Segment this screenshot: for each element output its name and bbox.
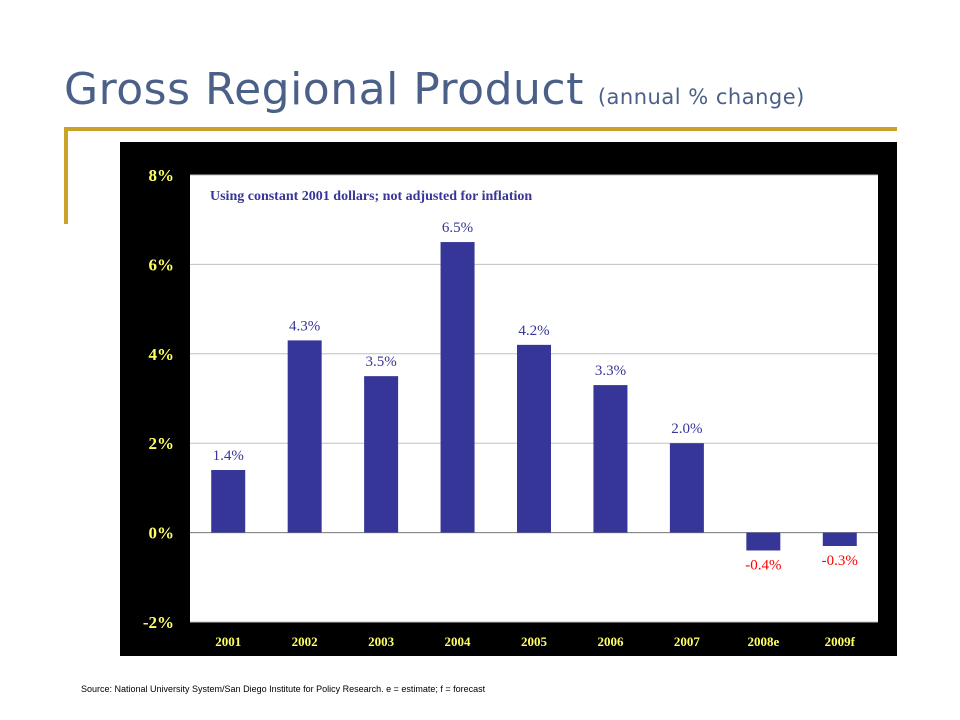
data-label: 4.2% bbox=[518, 323, 549, 339]
x-tick-label: 2004 bbox=[445, 634, 472, 649]
data-label: 4.3% bbox=[289, 318, 320, 334]
bar bbox=[822, 532, 857, 547]
y-tick-label: 0% bbox=[149, 524, 175, 543]
x-tick-label: 2008e bbox=[747, 634, 779, 649]
source-note: Source: National University System/San D… bbox=[81, 684, 486, 694]
slide-title: Gross Regional Product (annual % change) bbox=[64, 64, 805, 115]
data-label: 3.3% bbox=[595, 363, 626, 379]
title-rule-vertical bbox=[64, 127, 68, 224]
y-tick-label: 6% bbox=[149, 255, 175, 274]
data-label: -0.4% bbox=[745, 557, 781, 573]
x-tick-label: 2009f bbox=[825, 634, 856, 649]
title-main: Gross Regional Product bbox=[64, 64, 584, 115]
data-label: 3.5% bbox=[365, 354, 396, 370]
bar-chart: 8% 6% 4% 2% 0% -2% Using constant 2001 dollars… bbox=[143, 166, 878, 649]
y-tick-label: 8% bbox=[149, 166, 175, 185]
x-tick-label: 2002 bbox=[292, 634, 318, 649]
bar bbox=[593, 385, 628, 533]
bar bbox=[746, 532, 781, 551]
chart-panel: 8% 6% 4% 2% 0% -2% Using constant 2001 dollars… bbox=[120, 142, 897, 656]
x-tick-label: 2001 bbox=[215, 634, 241, 649]
bar bbox=[364, 376, 399, 533]
title-subtitle: (annual % change) bbox=[597, 85, 805, 109]
title-rule-horizontal bbox=[64, 127, 897, 131]
x-tick-label: 2006 bbox=[597, 634, 624, 649]
data-label: 2.0% bbox=[671, 421, 702, 437]
bar bbox=[287, 340, 322, 533]
x-tick-label: 2007 bbox=[674, 634, 701, 649]
data-label: -0.3% bbox=[822, 553, 858, 569]
y-tick-label: -2% bbox=[143, 613, 174, 632]
bar bbox=[517, 344, 551, 533]
data-label: 6.5% bbox=[442, 220, 473, 236]
x-tick-label: 2003 bbox=[368, 634, 395, 649]
chart-annotation: Using constant 2001 dollars; not adjuste… bbox=[210, 189, 532, 204]
y-tick-label: 4% bbox=[149, 345, 175, 364]
x-tick-label: 2005 bbox=[521, 634, 548, 649]
bar bbox=[211, 470, 246, 533]
y-tick-label: 2% bbox=[149, 434, 175, 453]
bar bbox=[440, 242, 475, 533]
data-label: 1.4% bbox=[213, 448, 244, 464]
bar bbox=[669, 443, 704, 533]
